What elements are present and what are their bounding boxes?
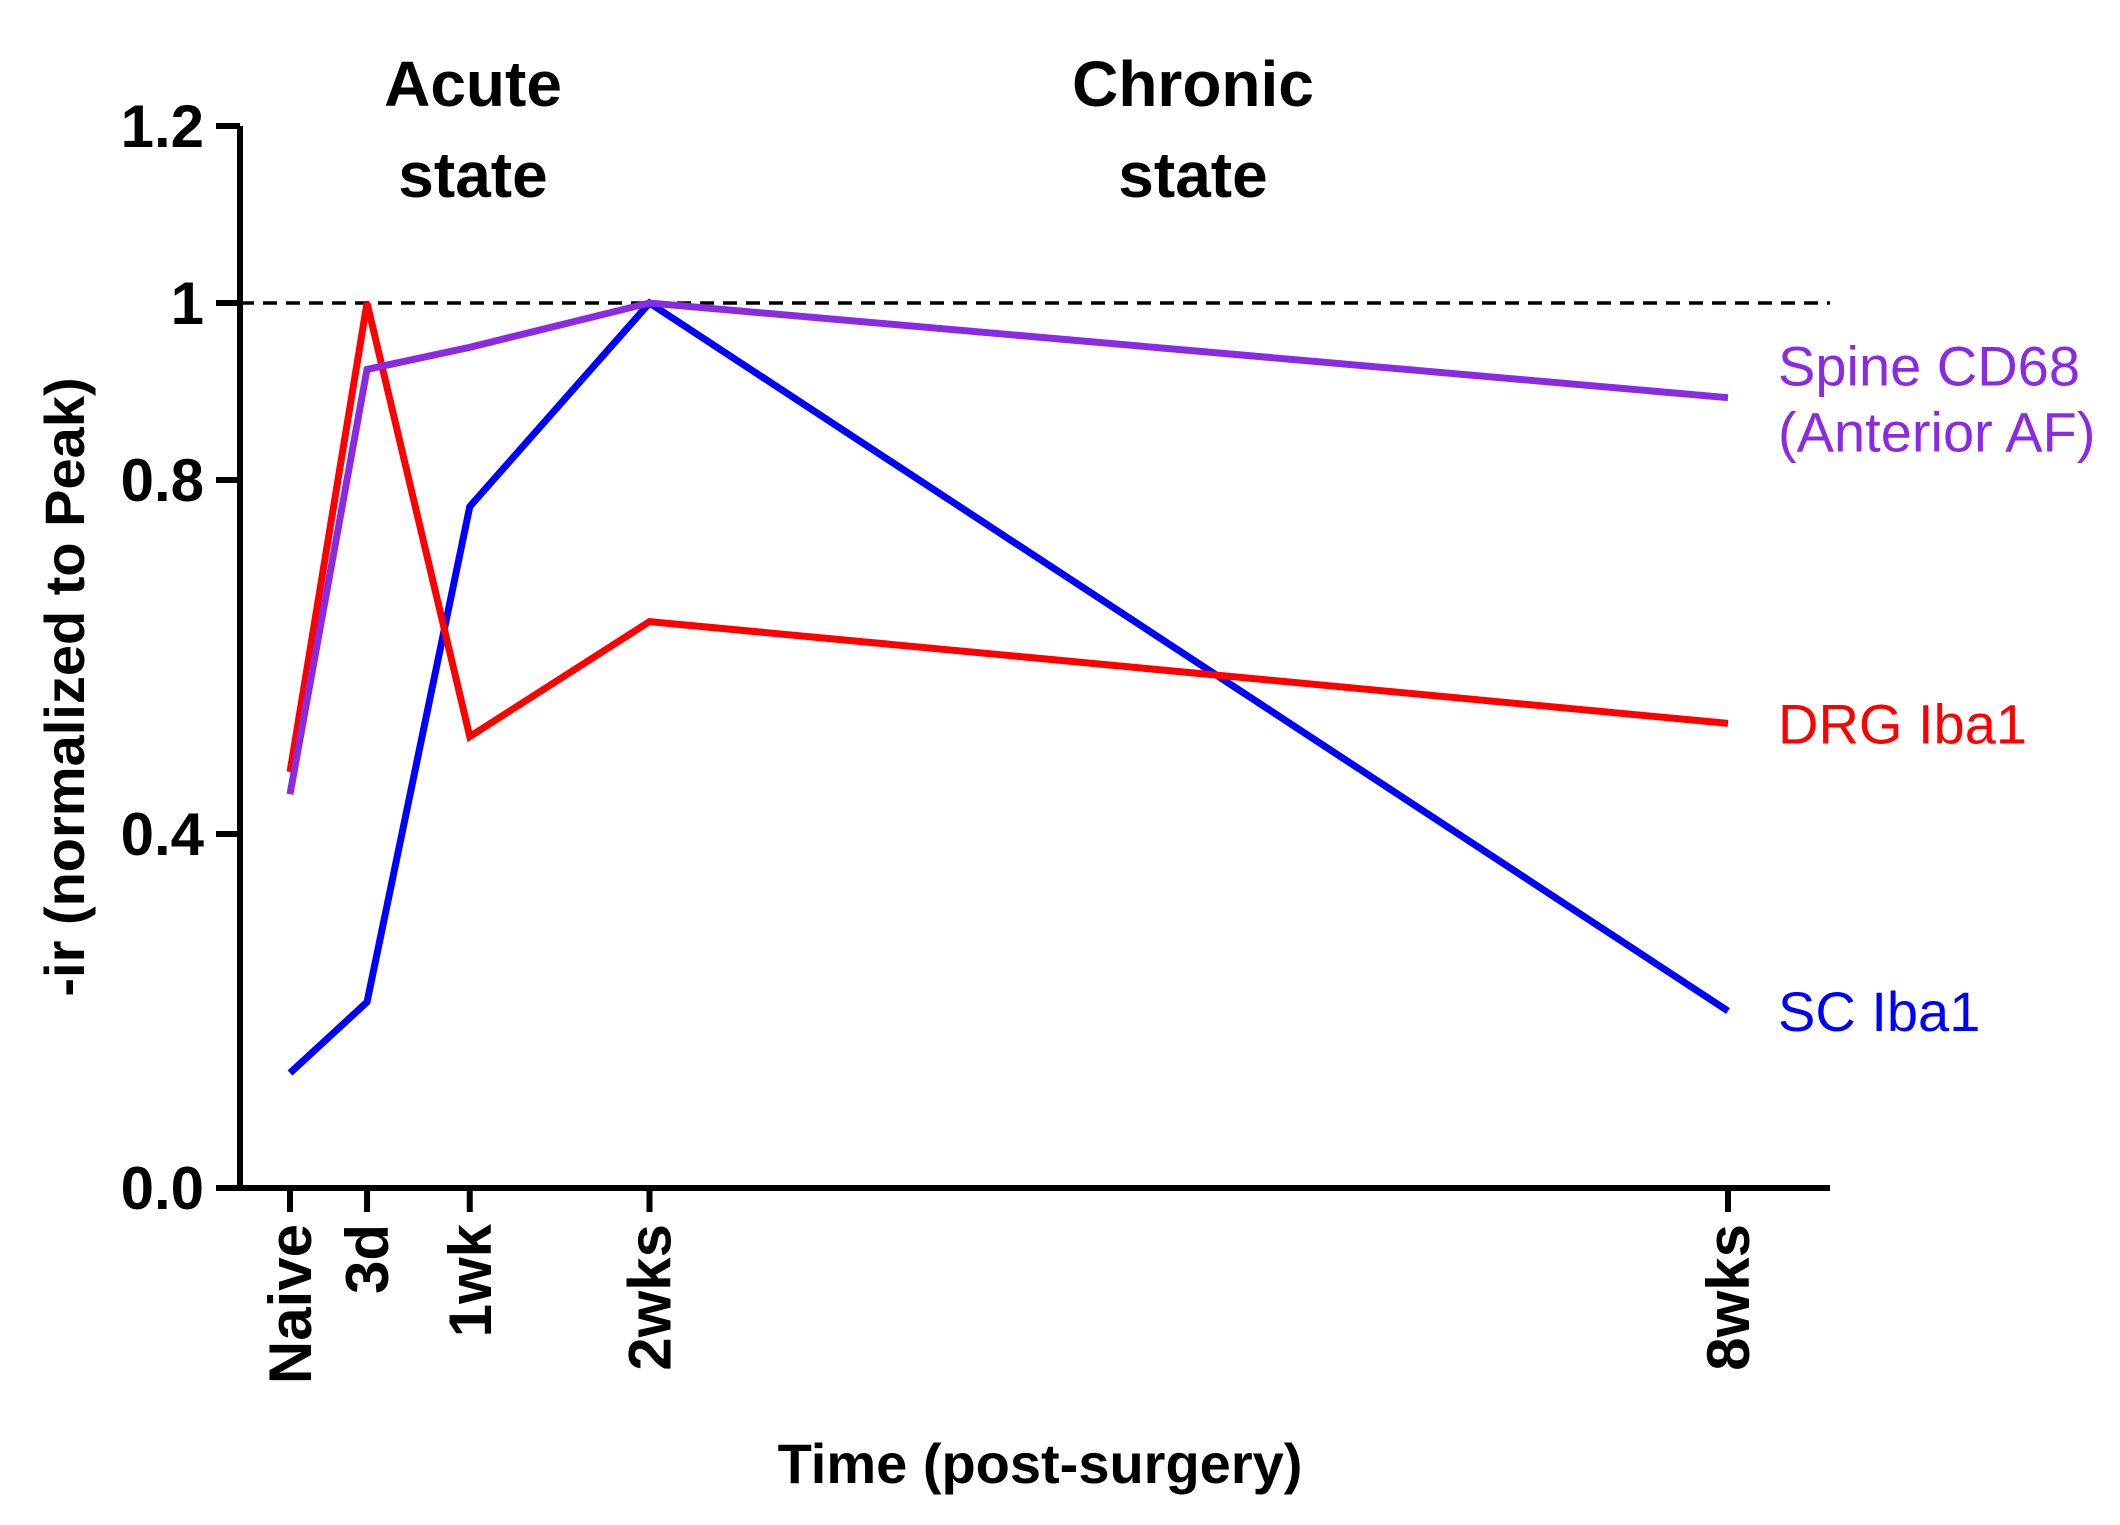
phase-labels: Acute state Chronic state	[384, 48, 1314, 211]
phase-label: Acute	[384, 48, 562, 120]
x-tick-label: 8wks	[1695, 1224, 1762, 1371]
series-labels: SC Iba1 DRG Iba1 Spine CD68(Anterior AF)	[1778, 335, 2095, 1043]
x-tick-label: Naive	[257, 1224, 324, 1384]
y-tick-label: 1.2	[121, 93, 204, 160]
y-axis-title: -ir (normalized to Peak)	[33, 377, 96, 996]
y-tick-label: 0.4	[121, 801, 205, 868]
phase-label: state	[1118, 139, 1267, 211]
y-axis: 0.0 0.4 0.8 1 1.2	[121, 93, 243, 1222]
x-axis: Naive 3d 1wk 2wks 8wks	[240, 1185, 1830, 1384]
series-line-sc-iba1	[287, 298, 1730, 1076]
y-tick-label: 0.0	[121, 1155, 204, 1222]
series-label: (Anterior AF)	[1778, 401, 2095, 464]
x-axis-title: Time (post-surgery)	[778, 1432, 1303, 1495]
phase-label: state	[398, 139, 547, 211]
series-label: Spine CD68	[1778, 335, 2080, 398]
phase-label: Chronic	[1072, 48, 1314, 120]
series-group	[286, 298, 1730, 1076]
series-label: SC Iba1	[1778, 980, 1980, 1043]
x-tick-label: 3d	[334, 1224, 401, 1294]
x-tick-label: 1wk	[437, 1223, 504, 1337]
y-tick-label: 0.8	[121, 447, 204, 514]
series-line-spine-cd68-anterior-af	[286, 299, 1729, 795]
series-label: DRG Iba1	[1778, 692, 2027, 755]
x-tick-label: 2wks	[617, 1224, 684, 1371]
y-tick-label: 1	[171, 270, 204, 337]
